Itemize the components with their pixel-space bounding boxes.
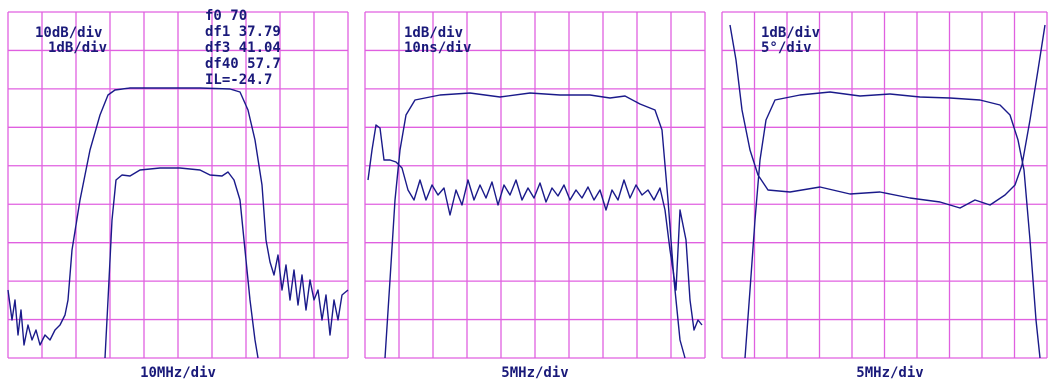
y-scale-label: 1dB/div [761,25,820,41]
x-scale-label: 5MHz/div [501,365,568,381]
y-scale-label: 10ns/div [404,40,471,56]
readout: df3 41.04 [205,40,281,56]
trace [7,87,349,346]
y-scale-label: 10dB/div [35,25,102,41]
readout: IL=-24.7 [205,72,272,88]
readout: df1 37.79 [205,24,281,40]
trace [729,24,1046,209]
x-scale-label: 5MHz/div [856,365,923,381]
y-scale-label: 5°/div [761,40,812,56]
y-scale-label: 1dB/div [48,40,107,56]
trace [384,92,686,359]
y-scale-label: 1dB/div [404,25,463,41]
trace [367,124,703,331]
readout: df40 57.7 [205,56,281,72]
grids [7,11,1048,359]
trace [744,91,1041,359]
trace [104,167,259,359]
x-scale-label: 10MHz/div [140,365,216,381]
readout: f0 70 [205,8,247,24]
